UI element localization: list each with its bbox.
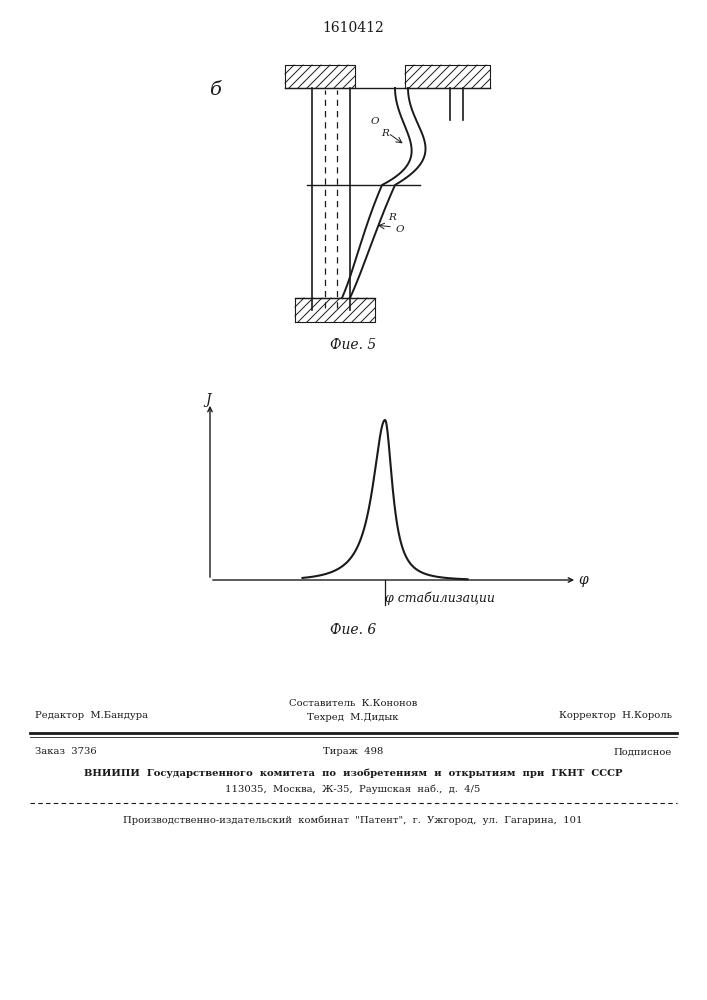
Text: б: б — [209, 81, 221, 99]
Text: Заказ  3736: Заказ 3736 — [35, 748, 97, 756]
Text: R: R — [388, 214, 396, 223]
Text: 113035,  Москва,  Ж-35,  Раушская  наб.,  д.  4/5: 113035, Москва, Ж-35, Раушская наб., д. … — [226, 784, 481, 794]
Text: Фие. 5: Фие. 5 — [330, 338, 376, 352]
Text: Фие. 6: Фие. 6 — [330, 623, 376, 637]
Text: Подписное: Подписное — [614, 748, 672, 756]
Text: O: O — [370, 117, 379, 126]
Text: Производственно-издательский  комбинат  "Патент",  г.  Ужгород,  ул.  Гагарина, : Производственно-издательский комбинат "П… — [123, 815, 583, 825]
Text: Техред  М.Дидык: Техред М.Дидык — [308, 714, 399, 722]
Text: J: J — [205, 393, 211, 407]
Text: Редактор  М.Бандура: Редактор М.Бандура — [35, 712, 148, 720]
Text: ВНИИПИ  Государственного  комитета  по  изобретениям  и  открытиям  при  ГКНТ  С: ВНИИПИ Государственного комитета по изоб… — [83, 768, 622, 778]
Text: R: R — [381, 129, 389, 138]
Text: O: O — [396, 226, 404, 234]
Text: Корректор  Н.Король: Корректор Н.Король — [559, 712, 672, 720]
Text: φ стабилизации: φ стабилизации — [385, 591, 495, 605]
Text: Составитель  К.Кононов: Составитель К.Кононов — [289, 698, 417, 708]
Text: 1610412: 1610412 — [322, 21, 384, 35]
Text: φ: φ — [578, 573, 588, 587]
Text: Тираж  498: Тираж 498 — [323, 748, 383, 756]
